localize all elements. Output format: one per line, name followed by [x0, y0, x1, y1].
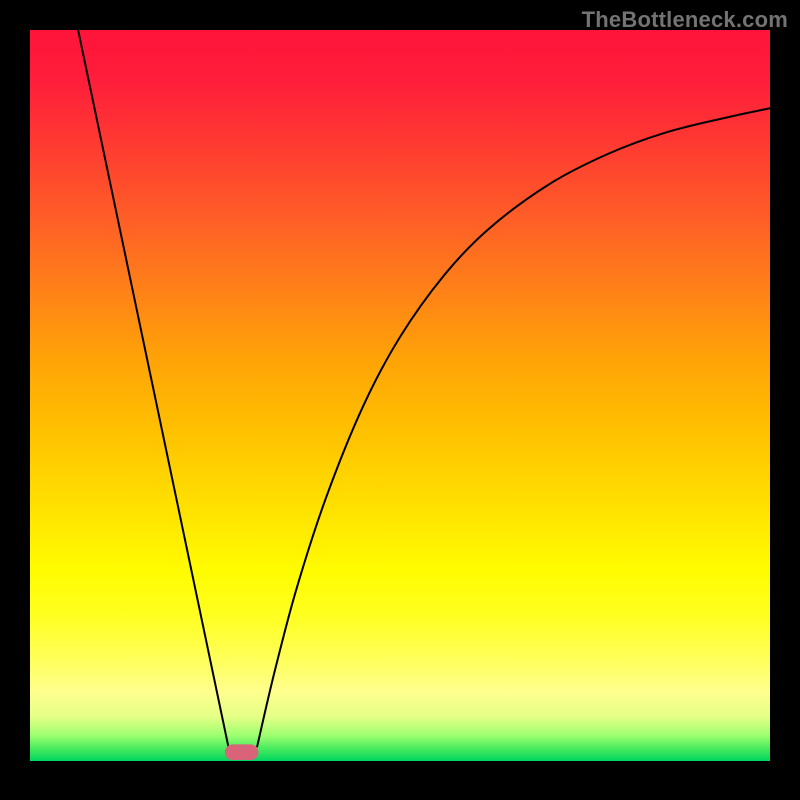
marker-group — [225, 745, 258, 760]
chart-svg — [30, 30, 770, 761]
chart-stage: TheBottleneck.com — [0, 0, 800, 800]
plot-region — [30, 30, 770, 761]
optimum-marker-pill — [225, 745, 258, 760]
gradient-background — [30, 30, 770, 761]
